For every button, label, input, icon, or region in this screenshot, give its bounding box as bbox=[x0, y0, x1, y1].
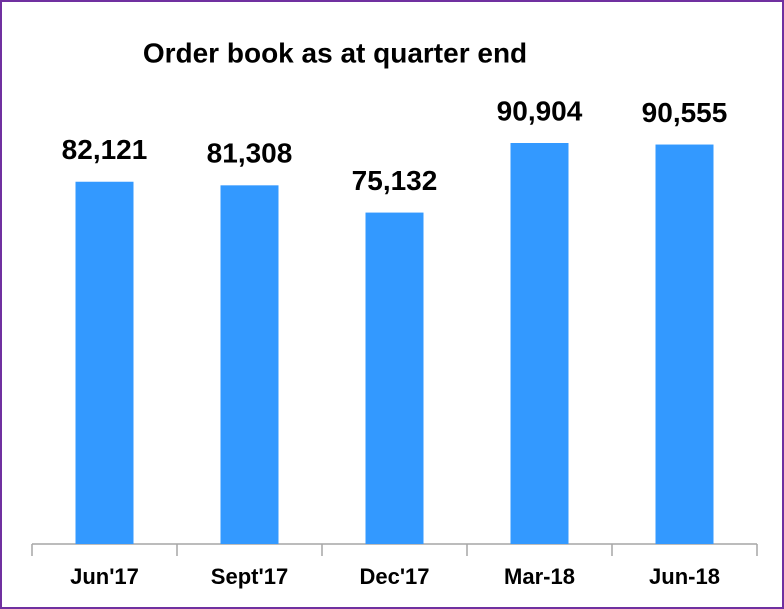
data-label: 81,308 bbox=[207, 138, 293, 169]
x-tick-label: Mar-18 bbox=[504, 564, 575, 589]
data-label: 90,555 bbox=[642, 97, 728, 128]
bar bbox=[365, 212, 424, 544]
x-tick-label: Dec'17 bbox=[359, 564, 429, 589]
x-tick-label: Jun'17 bbox=[70, 564, 139, 589]
bar bbox=[655, 144, 714, 544]
x-tick-label: Jun-18 bbox=[649, 564, 720, 589]
bar bbox=[510, 143, 569, 544]
data-label: 82,121 bbox=[62, 134, 148, 165]
chart-title: Order book as at quarter end bbox=[143, 37, 527, 68]
data-label: 75,132 bbox=[352, 165, 438, 196]
data-label: 90,904 bbox=[497, 95, 583, 126]
x-tick-label: Sept'17 bbox=[211, 564, 288, 589]
bar bbox=[75, 181, 134, 544]
bar bbox=[220, 185, 279, 544]
